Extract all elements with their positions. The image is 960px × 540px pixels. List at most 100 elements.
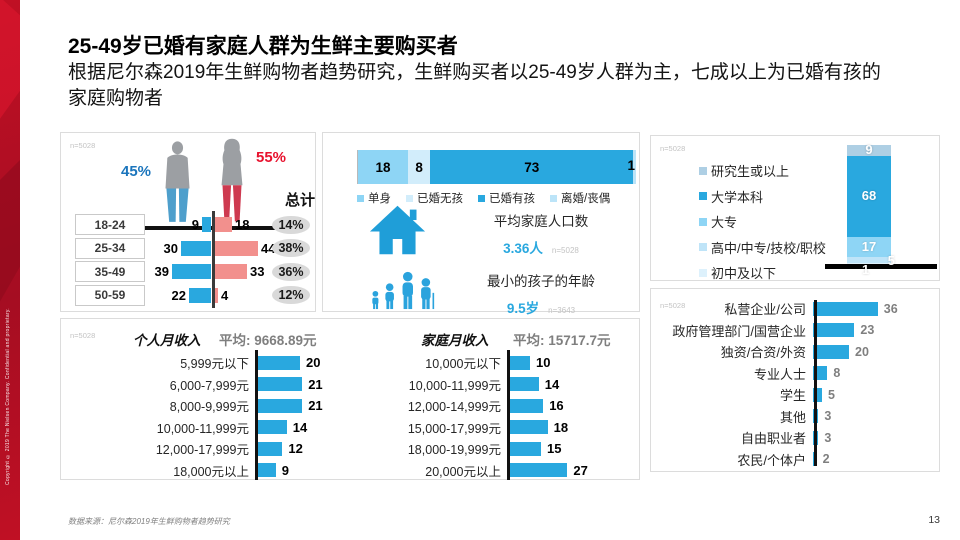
- legend-item: 大专: [699, 212, 826, 231]
- segment-value: 17: [861, 238, 877, 254]
- legend-swatch: [699, 268, 707, 277]
- bar-row: 5,999元以下 20: [61, 352, 351, 374]
- legend-swatch: [699, 217, 707, 226]
- legend-swatch: [699, 192, 707, 200]
- row-value: 12: [288, 441, 303, 457]
- legend-label: 高中/中专/技校/职校: [711, 240, 826, 256]
- male-value: 39: [154, 264, 169, 280]
- sample-size-label: n=5028: [70, 141, 96, 150]
- row-bar: [508, 377, 539, 392]
- bar-row: 6,000-7,999元 21: [61, 374, 351, 396]
- data-source-note: 数据来源：尼尔森2019年生鲜购物者趋势研究: [68, 517, 230, 526]
- row-bar: [813, 387, 822, 402]
- row-value: 14: [292, 419, 308, 435]
- sample-size-label: n=5028: [660, 144, 686, 153]
- segment-married-with-kids: 73: [430, 150, 634, 184]
- male-bar: [181, 240, 211, 256]
- row-value: 3: [824, 409, 832, 424]
- male-value: 22: [171, 287, 186, 303]
- male-percentage: 45%: [121, 163, 152, 180]
- chart-title: 个人月收入: [133, 333, 201, 348]
- legend-label: 已婚有孩: [489, 193, 535, 205]
- brand-sidebar: Copyright © 2019 The Nielsen Company. Co…: [0, 0, 20, 540]
- bar-row: 15,000-17,999元 18: [351, 417, 639, 439]
- legend-swatch: [550, 194, 557, 202]
- row-label: 农民/个体户: [737, 452, 806, 468]
- female-value: 33: [250, 264, 265, 280]
- marital-stacked-bar: 18 8 73 1: [357, 150, 636, 184]
- row-label: 专业人士: [753, 366, 806, 382]
- legend-label: 研究生或以上: [711, 164, 790, 179]
- bar-row: 12,000-17,999元 12: [61, 438, 351, 460]
- bar-rows: 10,000元以下 10 10,000-11,999元 14 12,000-14,9…: [351, 352, 639, 481]
- segment-middleschool-or-below: [847, 262, 891, 264]
- row-bar: [508, 398, 544, 413]
- row-label: 其他: [779, 409, 806, 425]
- segment-value: 1: [627, 158, 635, 173]
- bar-row: 政府管理部门/国营企业 23: [651, 320, 939, 342]
- total-badge: 36%: [272, 262, 310, 281]
- segment-value: 9: [865, 142, 873, 158]
- sidebar-decor-shape: [0, 150, 20, 312]
- legend-item: 单身: [357, 190, 391, 206]
- fact-number: 9.5岁: [506, 301, 540, 316]
- axis-line: [255, 350, 258, 480]
- row-bar: [256, 463, 276, 478]
- page-title: 25-49岁已婚有家庭人群为生鲜主要购买者: [68, 35, 458, 58]
- row-label: 12,000-17,999元: [155, 443, 249, 458]
- legend-item: 初中及以下: [699, 263, 826, 282]
- legend-swatch: [699, 166, 707, 175]
- sample-size-label: n=5028: [551, 246, 579, 255]
- bar-rows: 5,999元以下 20 6,000-7,999元 21 8,000-9,999元 21…: [61, 352, 351, 481]
- row-label: 10,000元以下: [425, 357, 501, 372]
- legend-swatch: [699, 243, 707, 251]
- row-bar: [256, 420, 287, 435]
- female-value: 4: [221, 287, 229, 303]
- bar-row: 12,000-14,999元 16: [351, 395, 639, 417]
- row-value: 2: [822, 452, 830, 467]
- fact-value: 9.5岁 n=3643: [451, 297, 631, 317]
- legend-swatch: [406, 194, 413, 202]
- fact-value: 3.36人 n=5028: [451, 237, 631, 257]
- row-bar: [813, 323, 855, 338]
- row-bar: [508, 463, 568, 478]
- axis-line: [814, 300, 817, 466]
- female-bar: [214, 240, 258, 256]
- male-value: 9: [191, 217, 199, 233]
- age-row: 50-59 22 4 12%: [61, 284, 315, 308]
- education-legend: 研究生或以上 大学本科 大专 高中/中专/技校/职校 初中及以下: [699, 161, 826, 289]
- legend-item: 已婚有孩: [478, 190, 535, 206]
- age-row: 18-24 9 18 14%: [61, 213, 315, 237]
- row-label: 政府管理部门/国营企业: [672, 323, 806, 339]
- average-label: 平均: 15717.7元: [513, 333, 611, 348]
- copyright-text: Copyright © 2019 The Nielsen Company. Co…: [5, 307, 11, 485]
- total-badge: 14%: [272, 215, 310, 234]
- page-subtitle: 根据尼尔森2019年生鲜购物者趋势研究，生鲜购买者以25-49岁人群为主，七成以…: [68, 62, 881, 110]
- segment-university: 68: [847, 155, 891, 237]
- row-label: 学生: [779, 388, 806, 404]
- row-label: 20,000元以上: [425, 464, 501, 479]
- row-label: 12,000-14,999元: [407, 400, 501, 415]
- row-value: 5: [828, 387, 835, 402]
- age-pyramid: 18-24 9 18 14% 25-34 30 44 38% 35-49 39 …: [61, 213, 315, 307]
- female-percentage: 55%: [256, 149, 287, 166]
- bar-row: 10,000-11,999元 14: [61, 417, 351, 439]
- row-value: 21: [308, 398, 323, 414]
- female-icon: [221, 138, 243, 222]
- panel-income: n=5028 个人月收入 平均: 9668.89元 5,999元以下 20 6,0…: [60, 318, 640, 480]
- youngest-child-fact: 最小的孩子的年龄 9.5岁 n=3643: [451, 270, 631, 317]
- bar-row: 自由职业者 3: [651, 427, 939, 449]
- segment-value: 1: [862, 262, 870, 277]
- row-bar: [256, 398, 303, 413]
- row-value: 36: [883, 301, 898, 316]
- sample-size-label: n=5028: [70, 331, 96, 340]
- panel-gender-age: n=5028 45% 55% 总计: [60, 132, 316, 312]
- household-size-fact: 平均家庭人口数 3.36人 n=5028: [451, 210, 631, 257]
- male-bar: [189, 287, 211, 303]
- legend-label: 离婚/丧偶: [561, 193, 611, 205]
- female-bar: [214, 264, 247, 280]
- row-bar: [508, 441, 541, 456]
- bar-row: 20,000元以上 27: [351, 460, 639, 482]
- segment-value: 18: [375, 159, 391, 175]
